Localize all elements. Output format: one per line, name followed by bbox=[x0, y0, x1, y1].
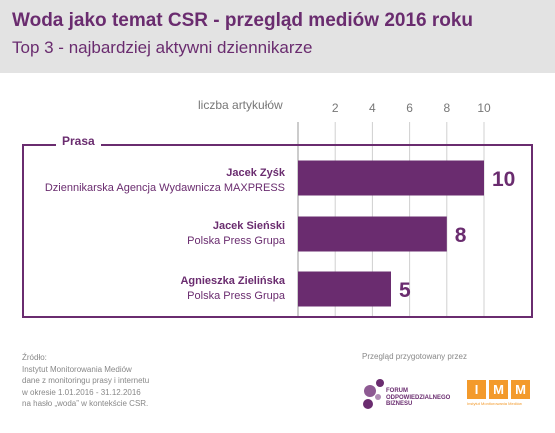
source-line: Źródło: bbox=[22, 353, 47, 362]
imm-logo: I M M Instytut Monitorowania Mediów bbox=[467, 380, 533, 406]
imm-logo-caption: Instytut Monitorowania Mediów bbox=[467, 401, 522, 406]
forum-logo-line: BIZNESU bbox=[386, 401, 413, 407]
bar-value-label: 10 bbox=[492, 168, 515, 191]
source-line: na hasło „woda” w kontekście CSR. bbox=[22, 399, 149, 408]
forum-logo-line: ODPOWIEDZIALNEGO bbox=[386, 394, 451, 401]
source-note: Źródło: Instytut Monitorowania Mediów da… bbox=[22, 352, 149, 410]
section-frame bbox=[22, 144, 533, 318]
source-line: w okresie 1.01.2016 - 31.12.2016 bbox=[22, 387, 141, 397]
journalist-outlet: Polska Press Grupa bbox=[187, 290, 285, 302]
bar-value-label: 5 bbox=[399, 279, 411, 302]
row-label-3: Agnieszka Zielińska Polska Press Grupa bbox=[180, 274, 285, 304]
bar bbox=[298, 271, 391, 307]
x-tick-label: 6 bbox=[406, 101, 413, 115]
forum-logo-text: FORUM ODPOWIEDZIALNEGO BIZNESU bbox=[386, 388, 450, 408]
imm-logo-letter: M bbox=[511, 380, 530, 399]
header-band: Woda jako temat CSR - przegląd mediów 20… bbox=[0, 0, 555, 73]
journalist-name: Agnieszka Zielińska bbox=[180, 275, 285, 287]
row-label-1: Jacek Zyśk Dziennikarska Agencja Wydawni… bbox=[45, 166, 285, 196]
page-title: Woda jako temat CSR - przegląd mediów 20… bbox=[12, 10, 474, 31]
section-label: Prasa bbox=[56, 134, 101, 148]
source-line: Instytut Monitorowania Mediów bbox=[22, 364, 132, 374]
forum-logo-icon bbox=[363, 379, 384, 409]
x-tick-label: 10 bbox=[477, 101, 491, 115]
imm-logo-letter: I bbox=[467, 380, 486, 399]
journalist-outlet: Polska Press Grupa bbox=[187, 235, 285, 247]
journalist-name: Jacek Sieński bbox=[212, 220, 285, 232]
source-line: dane z monitoringu prasy i internetu bbox=[22, 376, 150, 385]
row-label-2: Jacek Sieński Polska Press Grupa bbox=[187, 219, 285, 249]
bar bbox=[298, 216, 447, 252]
bar bbox=[298, 160, 484, 196]
forum-logo-line: FORUM bbox=[386, 388, 408, 394]
bar-value-label: 8 bbox=[455, 224, 467, 247]
imm-logo-letter: M bbox=[489, 380, 508, 399]
x-axis-label: liczba artykułów bbox=[198, 98, 283, 112]
x-tick-label: 2 bbox=[332, 101, 339, 115]
journalist-name: Jacek Zyśk bbox=[226, 167, 285, 179]
page-subtitle: Top 3 - najbardziej aktywni dziennikarze bbox=[12, 38, 313, 57]
x-tick-label: 4 bbox=[369, 101, 376, 115]
journalist-outlet: Dziennikarska Agencja Wydawnicza MAXPRES… bbox=[44, 182, 285, 194]
prepared-by-label: Przegląd przygotowany przez bbox=[362, 352, 467, 361]
x-tick-label: 8 bbox=[443, 101, 450, 115]
